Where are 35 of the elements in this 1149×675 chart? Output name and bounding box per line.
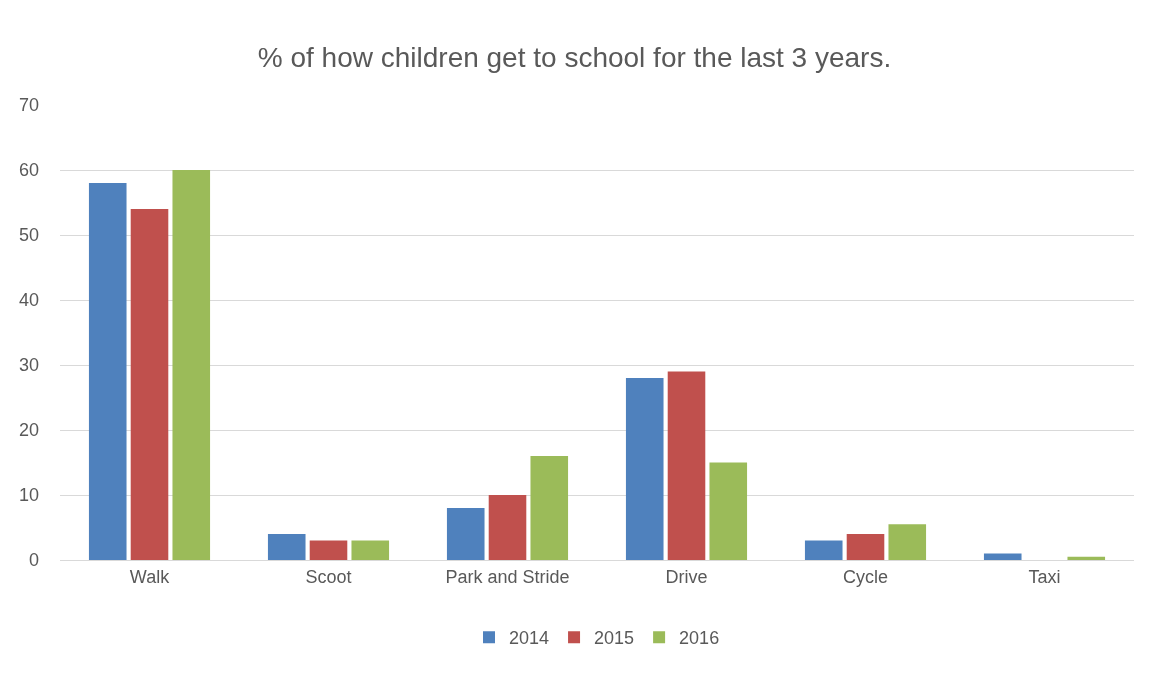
bar <box>267 534 306 560</box>
y-tick-label: 10 <box>18 485 39 506</box>
x-tick-label: Cycle <box>842 566 889 587</box>
y-tick-label: 0 <box>28 550 39 571</box>
y-tick-label: 20 <box>18 420 39 441</box>
y-tick-label: 60 <box>18 160 39 181</box>
bar <box>983 553 1022 560</box>
bar <box>488 495 527 560</box>
x-tick-label: Park and Stride <box>445 566 570 587</box>
y-tick-label: 40 <box>18 290 39 311</box>
x-tick-label: Drive <box>665 566 708 587</box>
x-tick-label: Taxi <box>1028 566 1061 587</box>
x-tick-label: Walk <box>129 566 171 587</box>
legend-label: 2014 <box>509 628 550 649</box>
bar <box>351 540 390 560</box>
bar <box>1067 556 1106 560</box>
bar <box>846 534 885 560</box>
bar <box>88 183 127 560</box>
bar <box>309 540 348 560</box>
bar <box>530 456 569 560</box>
bar <box>172 170 211 560</box>
legend-label: 2015 <box>594 628 635 649</box>
bar <box>667 371 706 560</box>
bar <box>625 378 664 560</box>
x-tick-label: Scoot <box>305 566 352 587</box>
bar <box>446 508 485 560</box>
bar <box>130 209 169 560</box>
bar <box>804 540 843 560</box>
y-tick-label: 70 <box>18 95 39 116</box>
legend-label: 2016 <box>679 628 720 649</box>
y-tick-label: 30 <box>18 355 39 376</box>
y-tick-label: 50 <box>18 225 39 246</box>
chart-title: % of how children get to school for the last 3 years. <box>257 41 892 73</box>
bar <box>709 462 748 560</box>
bar <box>888 524 927 560</box>
